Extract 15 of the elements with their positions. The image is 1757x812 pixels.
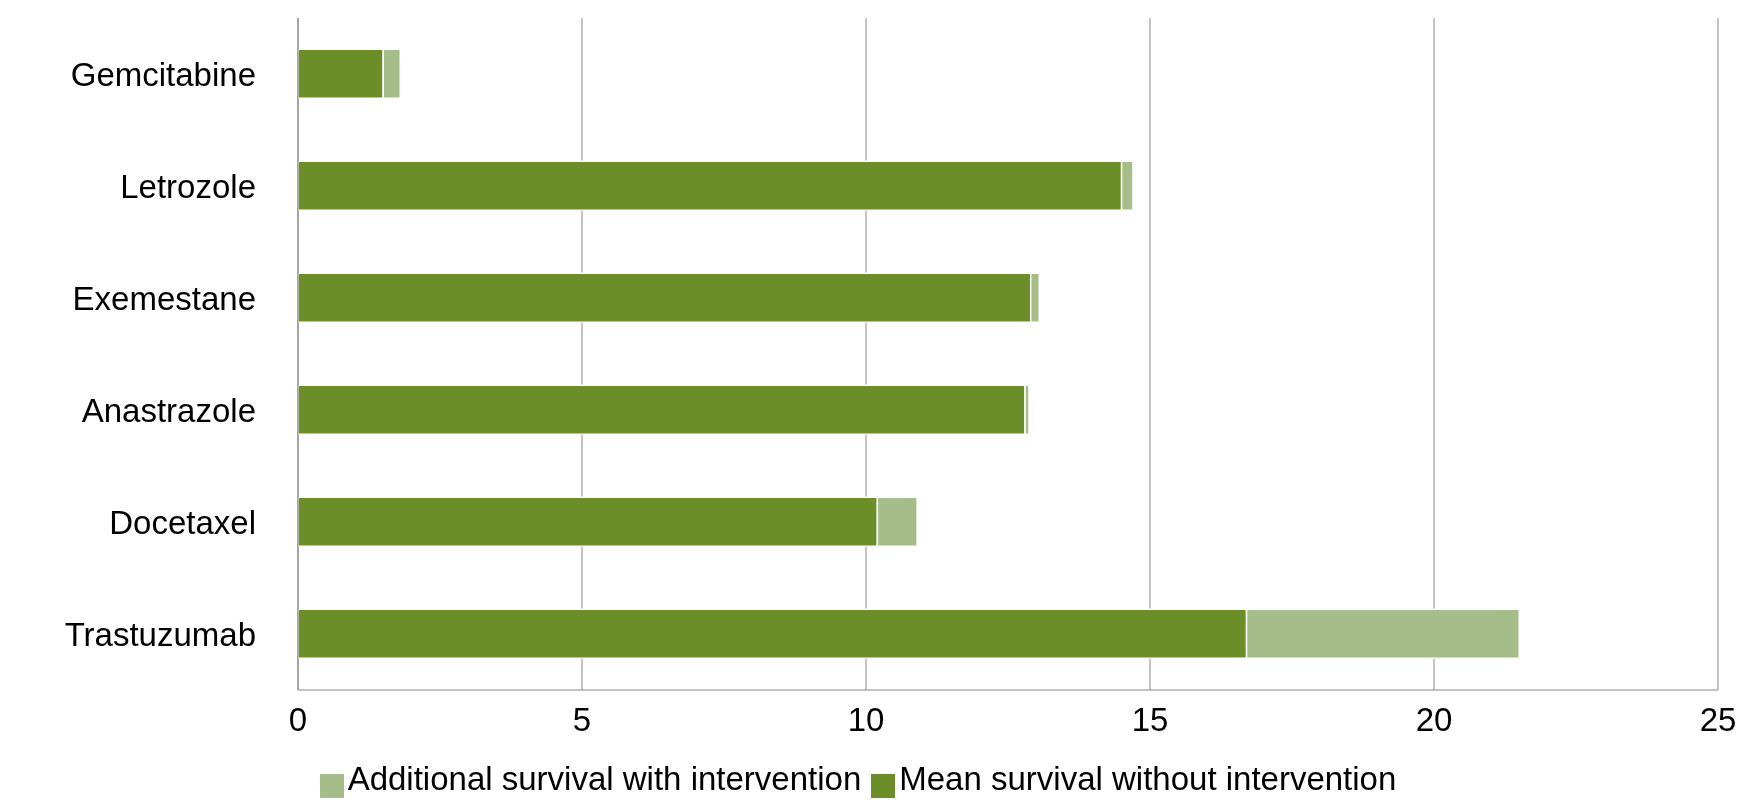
x-tick-label: 20 xyxy=(1415,701,1453,739)
y-tick-label: Gemcitabine xyxy=(70,55,256,93)
y-tick-label: Letrozole xyxy=(120,167,256,205)
bar xyxy=(298,384,1026,436)
y-tick-label: Trastuzumab xyxy=(64,615,256,653)
x-tick-label: 0 xyxy=(288,701,308,739)
y-tick-label: Exemestane xyxy=(72,279,256,317)
x-tick-label: 10 xyxy=(847,701,885,739)
x-tick-label: 25 xyxy=(1699,701,1737,739)
y-tick-label: Docetaxel xyxy=(109,503,256,541)
y-tick-label: Anastrazole xyxy=(81,391,256,429)
x-tick-label: 15 xyxy=(1131,701,1169,739)
legend-label: Additional survival with intervention xyxy=(347,760,862,797)
x-tick-label: 5 xyxy=(572,701,592,739)
legend-label: Mean survival without intervention xyxy=(899,760,1397,797)
